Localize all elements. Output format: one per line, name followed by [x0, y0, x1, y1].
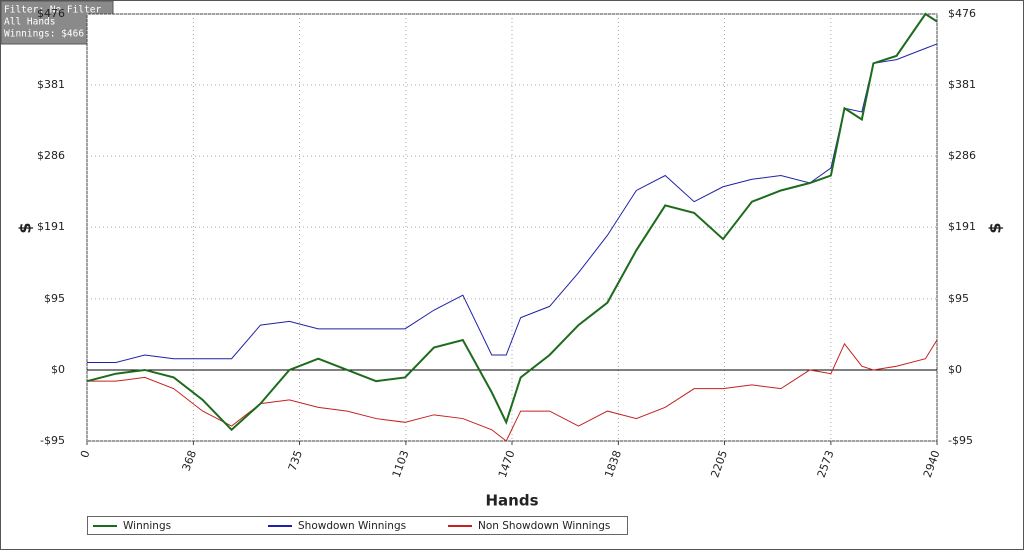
y-axis-label: $	[16, 222, 35, 233]
y-tick-label: -$95	[40, 434, 65, 447]
y2-tick-label: $286	[948, 149, 976, 162]
y-tick-label: $286	[37, 149, 65, 162]
y2-tick-label: $476	[948, 7, 976, 20]
y-tick-label: $95	[44, 292, 65, 305]
y-tick-label: $476	[37, 7, 65, 20]
y2-axis-label: $	[986, 222, 1005, 233]
y2-tick-label: $0	[948, 363, 962, 376]
legend	[87, 516, 628, 535]
legend-label: Non Showdown Winnings	[478, 520, 610, 532]
y2-tick-label: $381	[948, 78, 976, 91]
legend-label: Winnings	[123, 520, 171, 532]
legend-label: Showdown Winnings	[298, 520, 406, 532]
x-axis-label: Hands	[485, 492, 538, 510]
info-line: Winnings: $466.15	[4, 29, 101, 40]
info-box: Filter: No Filter All Hands Winnings: $4…	[0, 0, 114, 45]
y2-tick-label: $191	[948, 220, 976, 233]
y2-tick-label: $95	[948, 292, 969, 305]
y-tick-label: $0	[51, 363, 65, 376]
y-tick-label: $381	[37, 78, 65, 91]
info-line: All Hands	[4, 17, 55, 28]
series-line	[87, 339, 938, 442]
info-line: Filter: No Filter	[4, 5, 102, 16]
x-tick-label: 0	[78, 449, 93, 460]
series-line	[86, 12, 938, 432]
y2-tick-label: -$95	[948, 434, 973, 447]
y-tick-label: $191	[37, 220, 65, 233]
